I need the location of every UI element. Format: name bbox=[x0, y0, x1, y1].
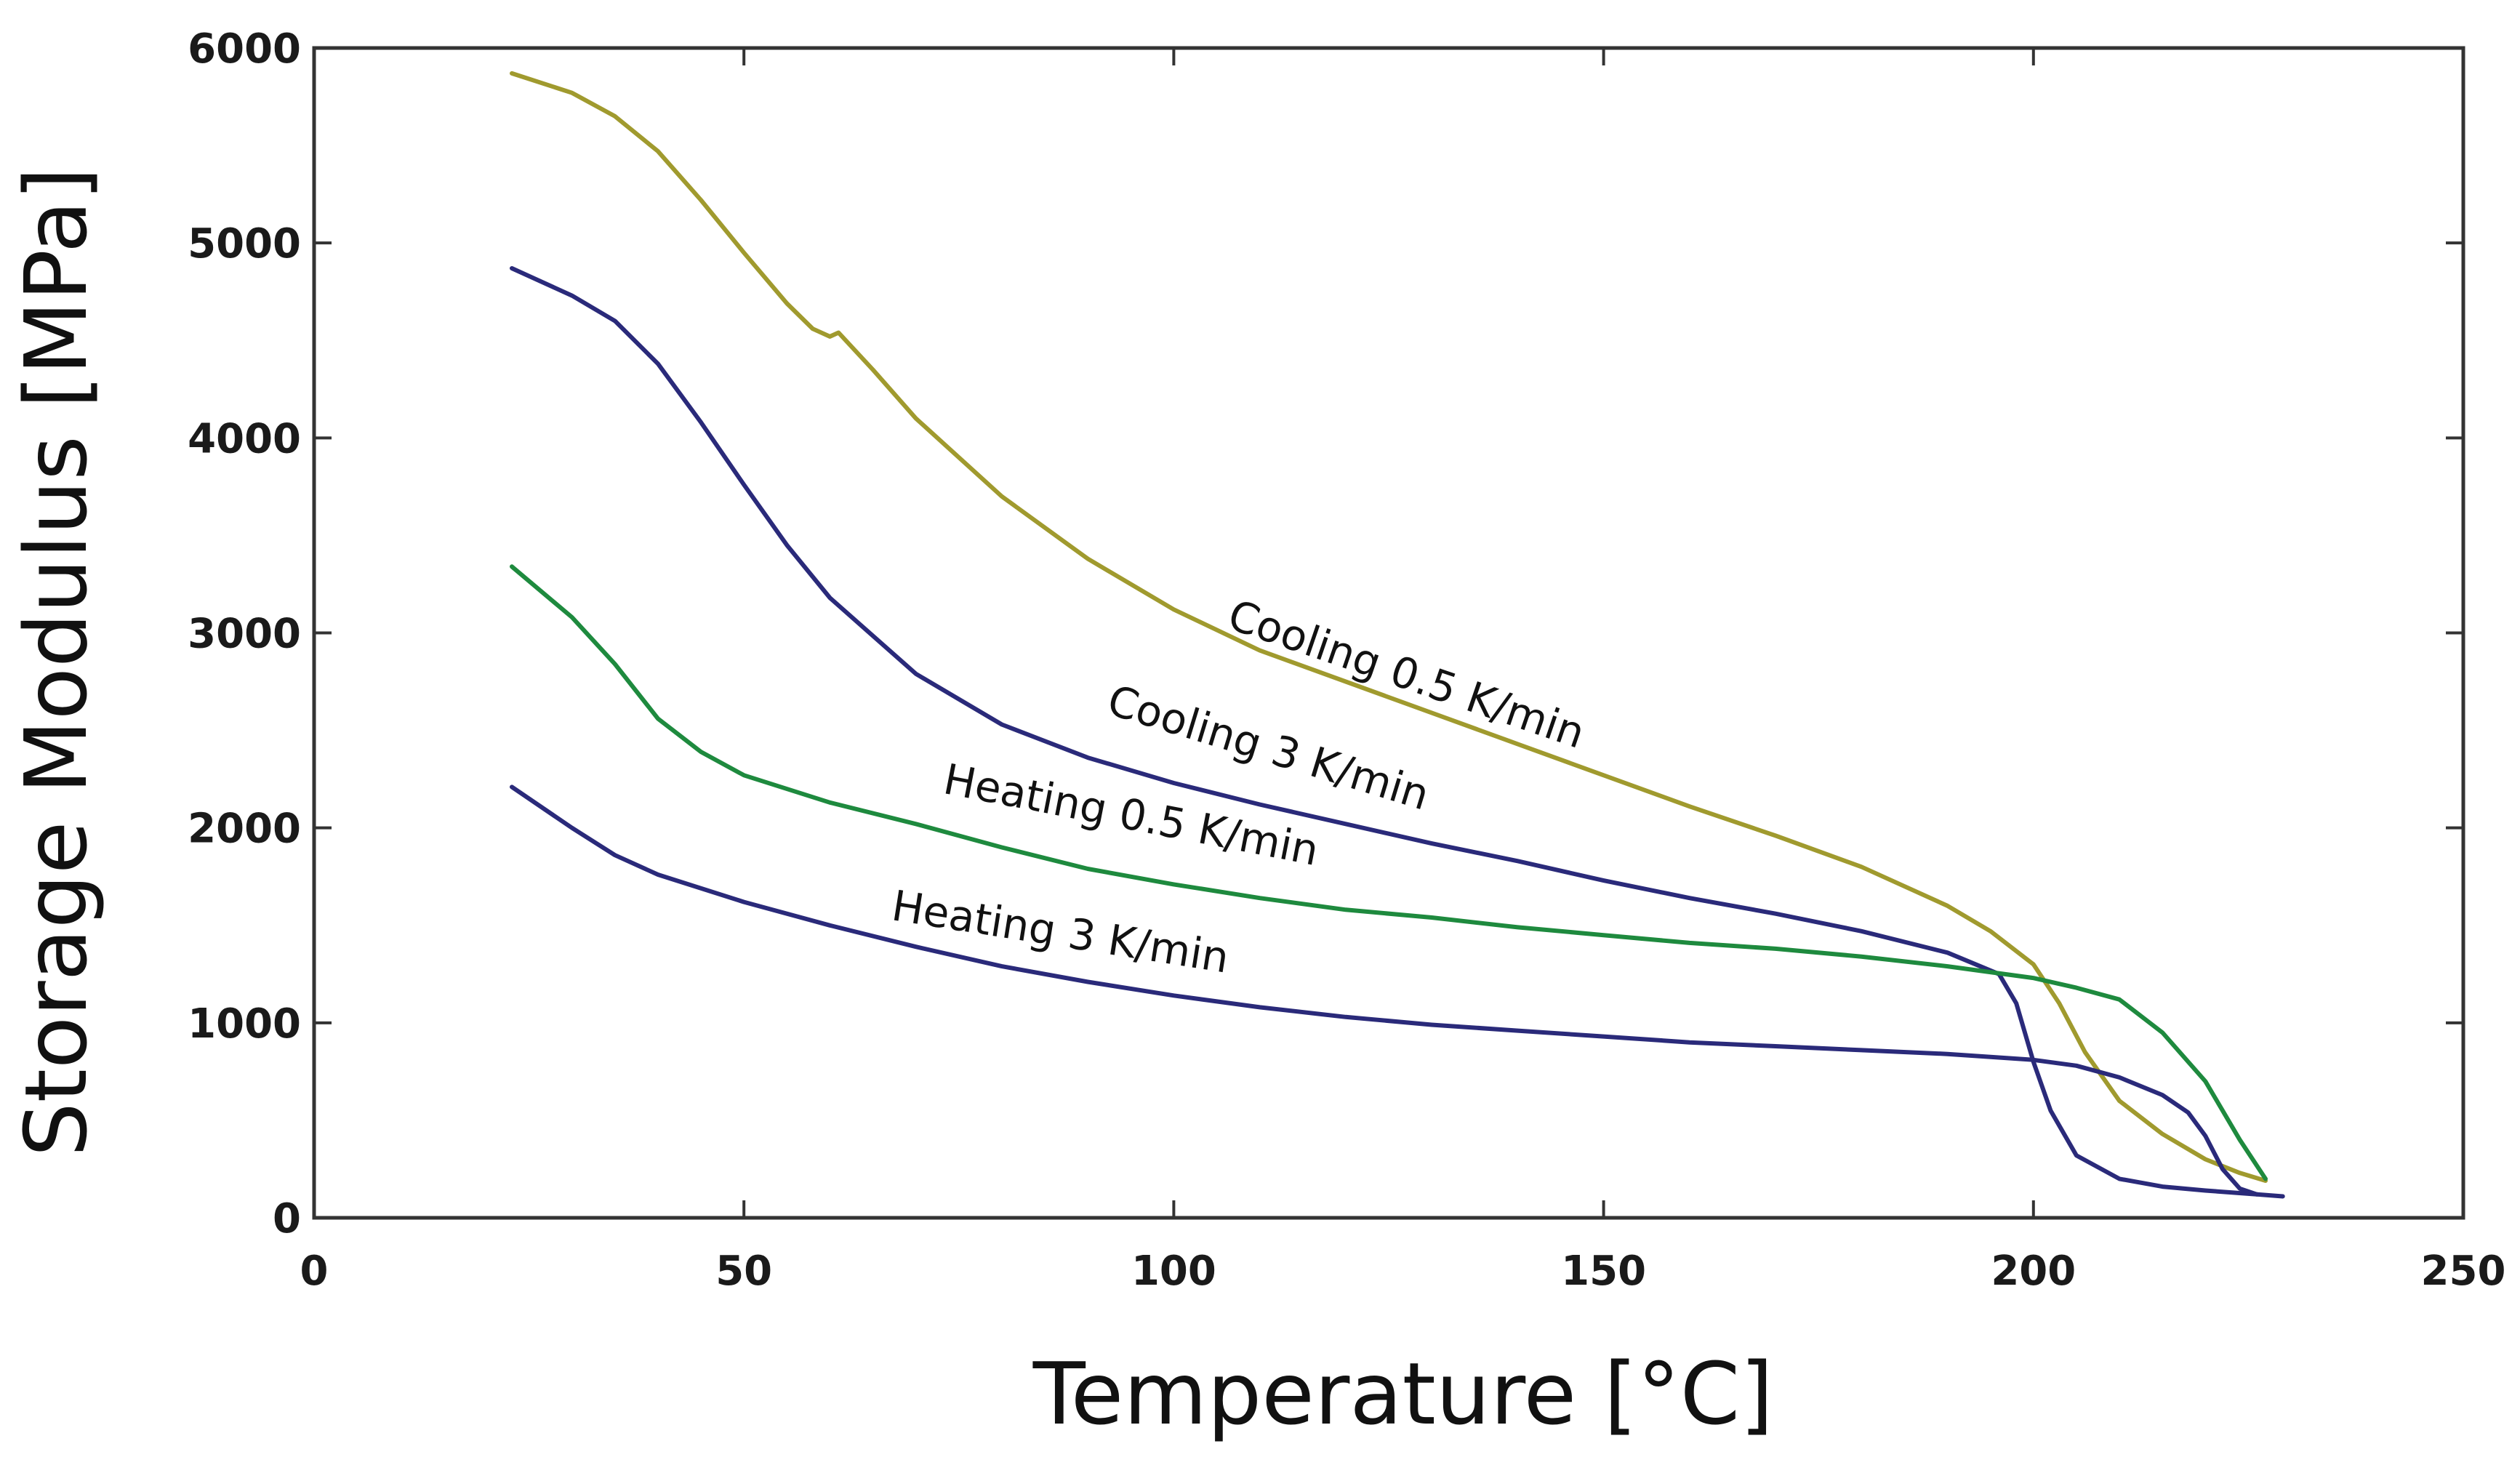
y-tick-label: 6000 bbox=[188, 25, 301, 73]
y-tick-label: 3000 bbox=[188, 611, 301, 658]
x-tick-label: 200 bbox=[1991, 1248, 2076, 1295]
y-tick-label: 2000 bbox=[188, 806, 301, 853]
x-tick-label: 100 bbox=[1131, 1248, 1216, 1295]
tick-labels: 0 50 100 150 200 250 0 1000 2000 3000 4000 5000 6000 bbox=[188, 25, 2505, 1295]
plot-frame bbox=[312, 46, 2465, 1220]
y-tick-label: 4000 bbox=[188, 415, 301, 462]
series-annotation: Heating 3 K/min bbox=[888, 880, 1232, 982]
y-axis-title: Storage Modulus [MPa] bbox=[6, 167, 106, 1157]
series-line-heating-0-5-k-min bbox=[510, 564, 2268, 1181]
y-tick-label: 5000 bbox=[188, 220, 301, 268]
y-tick-label: 0 bbox=[273, 1195, 301, 1243]
x-tick-label: 0 bbox=[300, 1248, 329, 1295]
axis-ticks bbox=[313, 47, 2465, 1219]
series-line-cooling-3-k-min bbox=[510, 266, 2260, 1197]
series-line-heating-3-k-min bbox=[510, 784, 2285, 1199]
x-tick-label: 50 bbox=[715, 1248, 772, 1295]
x-axis-title: Temperature [°C] bbox=[1032, 1344, 1773, 1444]
x-tick-label: 250 bbox=[2421, 1248, 2506, 1295]
series-lines bbox=[510, 71, 2285, 1199]
y-tick-label: 1000 bbox=[188, 1000, 301, 1048]
series-line-cooling-0-5-k-min bbox=[510, 71, 2268, 1183]
x-tick-label: 150 bbox=[1561, 1248, 1646, 1295]
